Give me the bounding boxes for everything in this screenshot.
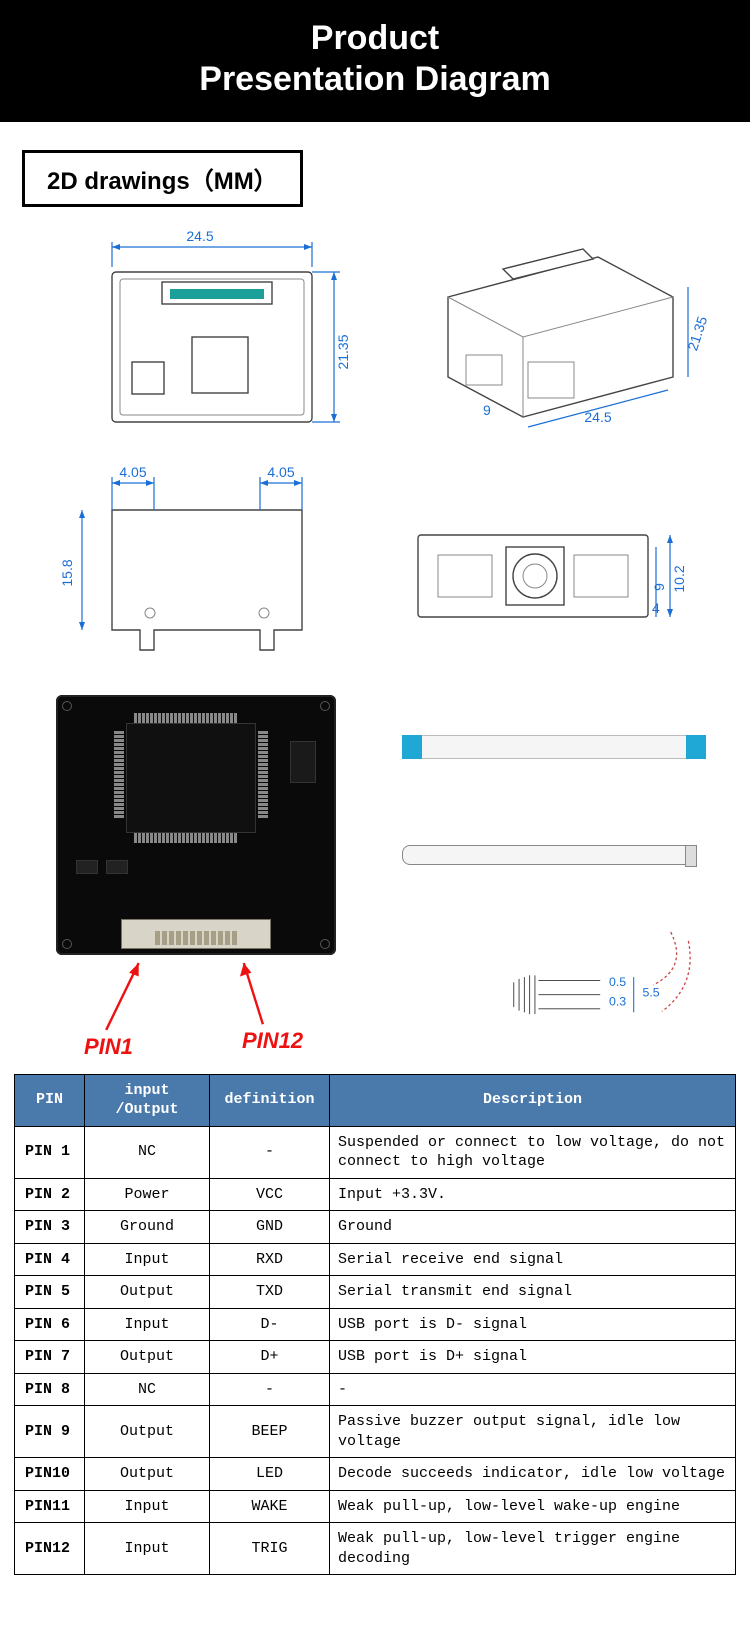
cell-io: Output	[85, 1276, 210, 1309]
table-row: PIN 3GroundGNDGround	[15, 1211, 736, 1244]
drawing-side-view: 4.05 4.05 15.8	[38, 455, 366, 665]
drawing-top-view: 24.5 21.35	[38, 227, 366, 437]
cell-io: Power	[85, 1178, 210, 1211]
dim-iso-width: 24.5	[584, 409, 611, 425]
cell-desc: Decode succeeds indicator, idle low volt…	[330, 1458, 736, 1491]
dim-side-notch-r: 4.05	[267, 464, 294, 480]
cell-pin: PIN10	[15, 1458, 85, 1491]
cell-pin: PIN 3	[15, 1211, 85, 1244]
dim-side-height: 15.8	[59, 559, 75, 586]
cell-pin: PIN 7	[15, 1341, 85, 1374]
cell-desc: Weak pull-up, low-level wake-up engine	[330, 1490, 736, 1523]
cell-io: Input	[85, 1308, 210, 1341]
cell-io: Input	[85, 1243, 210, 1276]
cell-desc: USB port is D+ signal	[330, 1341, 736, 1374]
cell-pin: PIN 4	[15, 1243, 85, 1276]
cell-def: BEEP	[210, 1406, 330, 1458]
pin1-label: PIN1	[84, 1034, 133, 1060]
drawing-front-view: 10.2 9 4	[384, 455, 712, 665]
cell-io: Input	[85, 1523, 210, 1575]
table-row: PIN 2PowerVCCInput +3.3V.	[15, 1178, 736, 1211]
ffc-cable-blue	[402, 735, 706, 759]
table-row: PIN 4InputRXDSerial receive end signal	[15, 1243, 736, 1276]
cell-def: VCC	[210, 1178, 330, 1211]
cell-pin: PIN 5	[15, 1276, 85, 1309]
cell-desc: -	[330, 1373, 736, 1406]
title-line1: Product	[311, 19, 439, 57]
table-row: PIN12InputTRIGWeak pull-up, low-level tr…	[15, 1523, 736, 1575]
cell-def: TRIG	[210, 1523, 330, 1575]
dim-side-notch-l: 4.05	[119, 464, 146, 480]
section-heading: 2D drawings（MM）	[22, 150, 303, 207]
pcb-photo: PIN1 PIN12	[24, 695, 368, 1060]
dim-cable-a: 0.5	[609, 974, 626, 988]
cell-io: Output	[85, 1341, 210, 1374]
dim-cable-c: 5.5	[643, 985, 660, 999]
cell-def: RXD	[210, 1243, 330, 1276]
table-row: PIN 6InputD-USB port is D- signal	[15, 1308, 736, 1341]
pin12-label: PIN12	[242, 1028, 303, 1054]
ffc-cable-plain	[402, 845, 696, 865]
cell-io: Ground	[85, 1211, 210, 1244]
cell-io: NC	[85, 1126, 210, 1178]
th-io: input /Output	[85, 1074, 210, 1126]
table-row: PIN10OutputLEDDecode succeeds indicator,…	[15, 1458, 736, 1491]
cell-def: D-	[210, 1308, 330, 1341]
dim-front-i2: 4	[652, 600, 660, 616]
dim-front-i1: 9	[651, 582, 667, 590]
cell-pin: PIN 1	[15, 1126, 85, 1178]
cell-pin: PIN12	[15, 1523, 85, 1575]
cell-desc: Input +3.3V.	[330, 1178, 736, 1211]
table-row: PIN 1NC-Suspended or connect to low volt…	[15, 1126, 736, 1178]
table-row: PIN 5OutputTXDSerial transmit end signal	[15, 1276, 736, 1309]
cell-pin: PIN 2	[15, 1178, 85, 1211]
cell-pin: PIN 8	[15, 1373, 85, 1406]
cell-def: LED	[210, 1458, 330, 1491]
table-row: PIN 7OutputD+USB port is D+ signal	[15, 1341, 736, 1374]
cell-io: Output	[85, 1406, 210, 1458]
cell-desc: Suspended or connect to low voltage, do …	[330, 1126, 736, 1178]
dim-top-height: 21.35	[335, 334, 351, 369]
drawing-iso-view: 24.5 21.35 9	[384, 227, 712, 437]
cell-pin: PIN 9	[15, 1406, 85, 1458]
table-row: PIN11InputWAKEWeak pull-up, low-level wa…	[15, 1490, 736, 1523]
th-pin: PIN	[15, 1074, 85, 1126]
cell-io: Output	[85, 1458, 210, 1491]
technical-drawings: 24.5 21.35	[14, 217, 736, 695]
page-title: Product Presentation Diagram	[0, 0, 750, 122]
pin-definition-table: PIN input /Output definition Description…	[14, 1074, 736, 1576]
cell-pin: PIN 6	[15, 1308, 85, 1341]
cable-diagram: 0.5 0.3 5.5	[382, 695, 726, 1055]
cell-def: TXD	[210, 1276, 330, 1309]
cell-io: NC	[85, 1373, 210, 1406]
cell-def: -	[210, 1373, 330, 1406]
cell-desc: USB port is D- signal	[330, 1308, 736, 1341]
cell-desc: Serial transmit end signal	[330, 1276, 736, 1309]
cell-def: GND	[210, 1211, 330, 1244]
dim-cable-b: 0.3	[609, 994, 626, 1008]
table-row: PIN 9OutputBEEPPassive buzzer output sig…	[15, 1406, 736, 1458]
cell-io: Input	[85, 1490, 210, 1523]
cell-def: D+	[210, 1341, 330, 1374]
th-desc: Description	[330, 1074, 736, 1126]
dim-iso-slot: 9	[483, 402, 491, 418]
table-row: PIN 8NC--	[15, 1373, 736, 1406]
title-line2: Presentation Diagram	[199, 60, 550, 98]
cell-def: WAKE	[210, 1490, 330, 1523]
cell-desc: Passive buzzer output signal, idle low v…	[330, 1406, 736, 1458]
cell-desc: Serial receive end signal	[330, 1243, 736, 1276]
th-def: definition	[210, 1074, 330, 1126]
cell-pin: PIN11	[15, 1490, 85, 1523]
cell-desc: Weak pull-up, low-level trigger engine d…	[330, 1523, 736, 1575]
cell-desc: Ground	[330, 1211, 736, 1244]
dim-top-width: 24.5	[186, 228, 213, 244]
dim-front-h: 10.2	[671, 565, 687, 592]
fpc-connector	[121, 919, 271, 949]
cell-def: -	[210, 1126, 330, 1178]
